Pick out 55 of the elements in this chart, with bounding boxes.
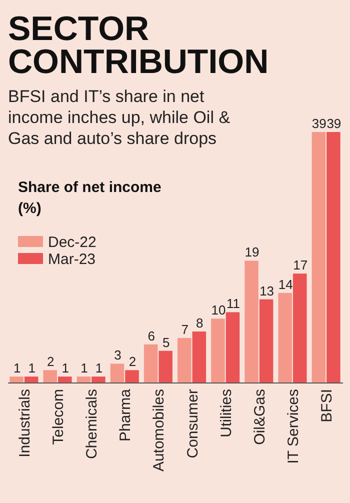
bar: [244, 260, 258, 383]
bar: [92, 376, 106, 383]
data-label: 1: [13, 360, 21, 376]
data-label: 13: [260, 283, 274, 298]
data-label: 17: [293, 258, 308, 273]
legend-label: Mar-23: [48, 251, 96, 268]
bar: [278, 292, 292, 383]
bar: [178, 338, 192, 383]
y-axis-title: Share of net income (%): [18, 179, 162, 217]
x-tick-label: Utilities: [218, 389, 235, 438]
bar: [110, 364, 124, 383]
x-tick-label: Oil&Gas: [251, 389, 268, 445]
bar: [76, 376, 91, 383]
bar: [10, 376, 24, 383]
data-label: 1: [28, 360, 36, 376]
x-tick-label: Industrials: [16, 389, 34, 458]
data-label: 39: [326, 116, 342, 131]
data-label: 2: [128, 354, 136, 370]
bar: [226, 312, 240, 383]
bar: [144, 344, 158, 383]
data-label: 1: [62, 360, 70, 376]
x-tick-label: Telecom: [50, 389, 68, 445]
chart-title: SECTOR CONTRIBUTION: [8, 10, 269, 81]
data-label: 14: [278, 276, 293, 292]
data-label: 11: [226, 296, 240, 312]
data-label: 3: [114, 348, 122, 363]
data-label: 39: [312, 116, 326, 131]
legend-label: Dec-22: [48, 234, 96, 251]
bar: [58, 376, 72, 383]
data-label: 6: [148, 328, 155, 344]
bar: [24, 376, 38, 383]
data-label: 1: [80, 360, 88, 376]
data-label: 1: [95, 360, 103, 376]
x-tick-label: Consumer: [184, 389, 202, 458]
x-tick-label: Automobiles: [150, 389, 168, 472]
bar: [158, 350, 172, 383]
data-label: 2: [47, 354, 54, 370]
bar: [192, 332, 206, 383]
bar: [43, 370, 58, 383]
x-tick-label: Chemicals: [84, 389, 101, 460]
bar: [312, 132, 326, 383]
bar: [125, 370, 139, 383]
data-label: 7: [181, 322, 189, 337]
x-tick-label: Pharma: [117, 388, 134, 442]
data-label: 8: [196, 316, 204, 331]
bar: [259, 299, 274, 383]
x-tick-label: IT Services: [284, 389, 302, 464]
data-label: 5: [162, 334, 170, 350]
chart-subtitle: BFSI and IT’s share in net income inches up, while Oil & Gas and auto’s share drops: [8, 87, 231, 148]
data-label: 19: [244, 244, 260, 260]
bar: [292, 274, 307, 383]
bar: [326, 132, 340, 383]
bar: [211, 318, 225, 383]
data-label: 10: [211, 302, 226, 318]
x-tick-label: BFSI: [318, 389, 336, 422]
